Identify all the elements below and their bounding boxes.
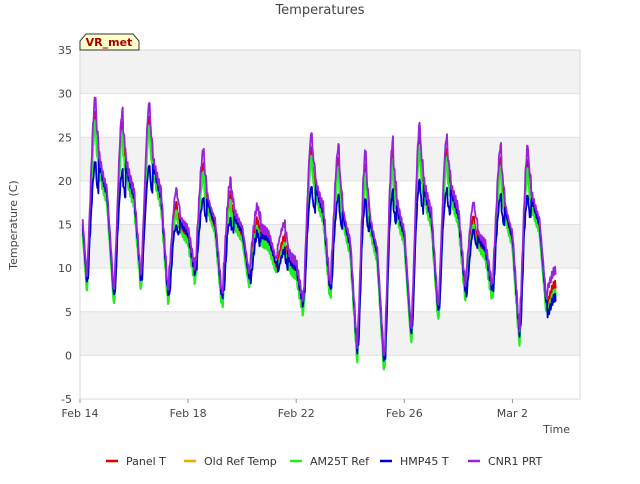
y-axis-label: Temperature (C) xyxy=(7,180,20,270)
y-tick-label: 20 xyxy=(58,175,72,188)
x-tick-label: Feb 18 xyxy=(170,407,207,420)
legend-label: Panel T xyxy=(126,455,166,468)
background-band xyxy=(80,137,580,181)
background-band xyxy=(80,93,580,138)
station-badge-label: VR_met xyxy=(86,36,133,49)
y-tick-label: 10 xyxy=(58,262,72,275)
y-axis-ticks: -5 0 5 10 15 20 25 30 35 xyxy=(58,44,72,406)
plot-frame xyxy=(79,49,581,400)
legend-label: CNR1 PRT xyxy=(488,455,543,468)
x-tick-label: Mar 2 xyxy=(497,407,528,420)
x-tick-label: Feb 22 xyxy=(278,407,315,420)
background-band xyxy=(80,311,580,356)
background-band xyxy=(80,50,580,94)
x-tick-label: Feb 26 xyxy=(386,407,423,420)
legend-label: HMP45 T xyxy=(400,455,449,468)
y-tick-label: 15 xyxy=(58,219,72,232)
station-badge-shape xyxy=(79,33,140,51)
series-layer xyxy=(81,96,557,371)
x-axis-ticks: Feb 14 Feb 18 Feb 22 Feb 26 Mar 2 xyxy=(62,399,528,420)
station-badge: VR_met xyxy=(79,33,140,51)
y-tick-label: -5 xyxy=(61,393,72,406)
series-line-cnr1-prt xyxy=(81,96,557,357)
x-tick-label: Feb 14 xyxy=(62,407,99,420)
x-axis-label: Time xyxy=(542,423,570,436)
y-tick-label: 25 xyxy=(58,131,72,144)
legend: Panel T Old Ref Temp AM25T Ref HMP45 T CNR1 … xyxy=(106,455,543,468)
background-band xyxy=(80,224,580,269)
legend-label: AM25T Ref xyxy=(310,455,370,468)
y-tick-label: 5 xyxy=(65,306,72,319)
background-band xyxy=(80,355,580,399)
y-tick-label: 30 xyxy=(58,88,72,101)
chart-title: Temperatures xyxy=(274,3,364,18)
legend-label: Old Ref Temp xyxy=(204,455,277,468)
y-tick-label: 35 xyxy=(58,44,72,57)
y-tick-label: 0 xyxy=(65,349,72,362)
